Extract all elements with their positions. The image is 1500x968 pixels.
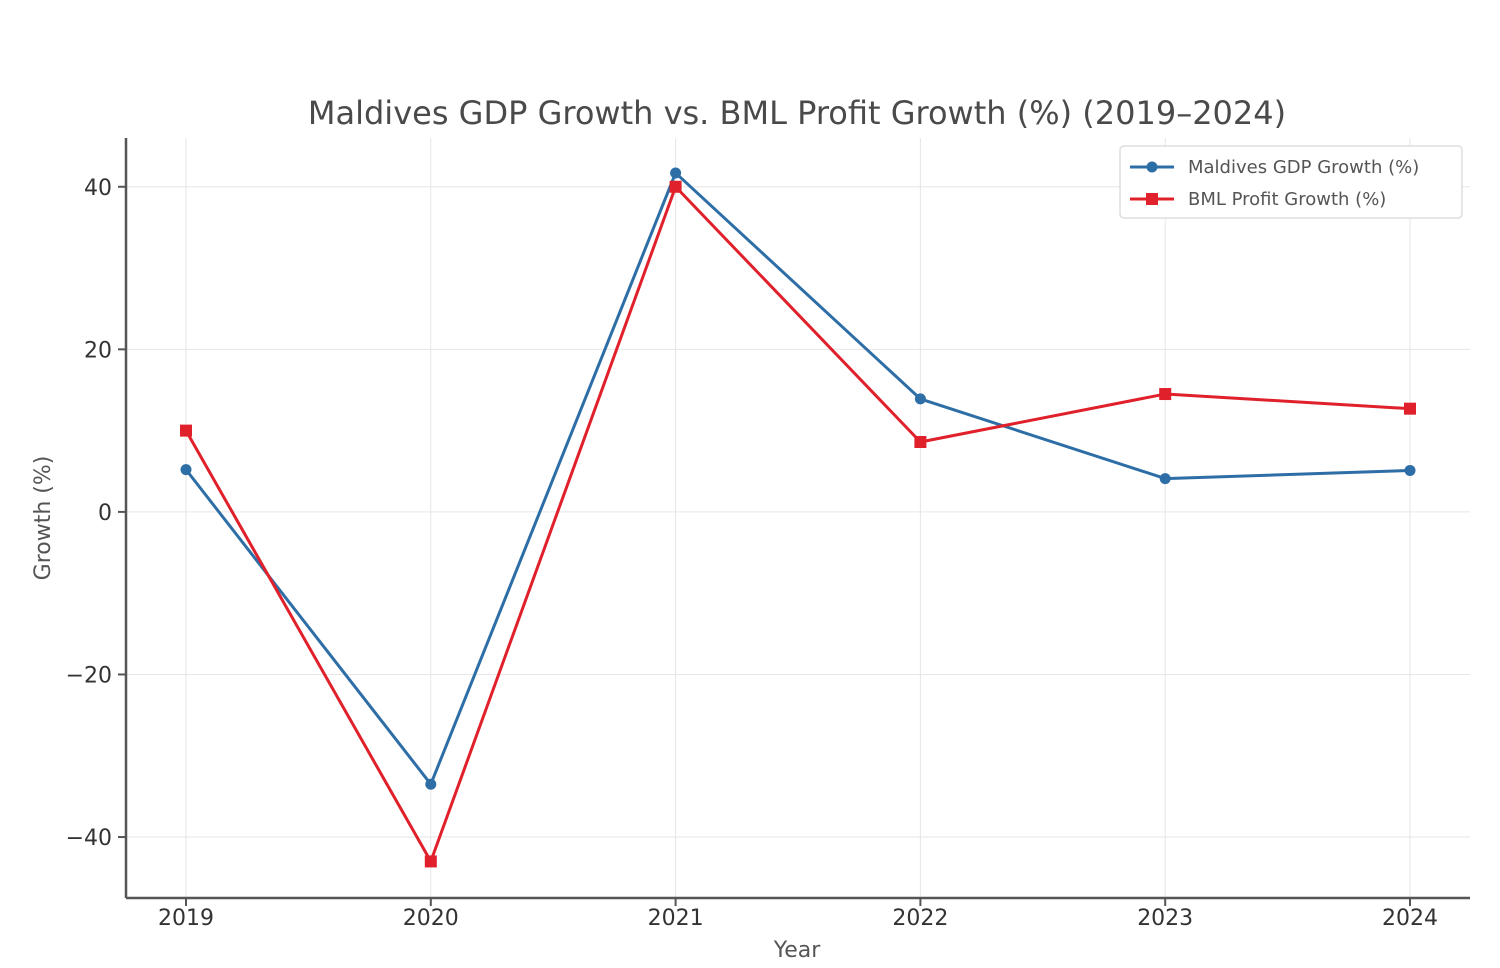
x-tick-label: 2021: [648, 906, 704, 931]
data-point-gdp: [914, 393, 926, 405]
data-point-bml: [180, 424, 192, 437]
y-tick-label: 40: [84, 176, 112, 201]
x-tick-label: 2024: [1382, 906, 1438, 931]
legend-box: [1119, 145, 1463, 219]
data-point-bml: [424, 855, 437, 868]
y-tick-label: 0: [98, 501, 112, 526]
data-point-bml: [1404, 402, 1416, 415]
data-point-gdp: [1159, 473, 1171, 485]
data-point-gdp: [1404, 464, 1416, 476]
y-axis-label: Growth (%): [31, 456, 56, 581]
series-line-0: [184, 171, 1411, 786]
legend-marker-bml: [1146, 193, 1158, 205]
x-tick-label: 2019: [158, 906, 214, 931]
legend-label-gdp: Maldives GDP Growth (%): [1188, 157, 1419, 178]
chart-title: Maldives GDP Growth vs. BML Profit Growt…: [308, 94, 1286, 132]
data-point-bml: [914, 436, 927, 448]
y-tick-label: −40: [66, 826, 112, 851]
x-tick-label: 2020: [403, 906, 459, 931]
legend-label-bml: BML Profit Growth (%): [1188, 189, 1386, 210]
series-line-1: [184, 185, 1411, 863]
data-point-gdp: [180, 464, 192, 476]
grid-layer: [126, 138, 1470, 898]
y-ticks: 40 20 0 −20 −40: [66, 176, 126, 851]
x-tick-label: 2022: [892, 906, 948, 931]
x-tick-label: 2023: [1137, 906, 1193, 931]
x-axis-label: Year: [773, 938, 822, 963]
legend-marker-gdp: [1146, 161, 1158, 173]
legend: Maldives GDP Growth (%) BML Profit Growt…: [1119, 145, 1463, 219]
data-point-bml: [669, 180, 682, 193]
data-point-gdp: [670, 167, 682, 179]
data-point-gdp: [425, 778, 437, 790]
series-layer: [180, 167, 1416, 868]
x-ticks: 2019 2020 2021 2022 2023 2024: [158, 898, 1438, 931]
data-point-bml: [1159, 388, 1172, 401]
y-tick-label: 20: [84, 338, 112, 363]
y-tick-label: −20: [66, 663, 112, 688]
axes-spines: [124, 138, 1470, 900]
